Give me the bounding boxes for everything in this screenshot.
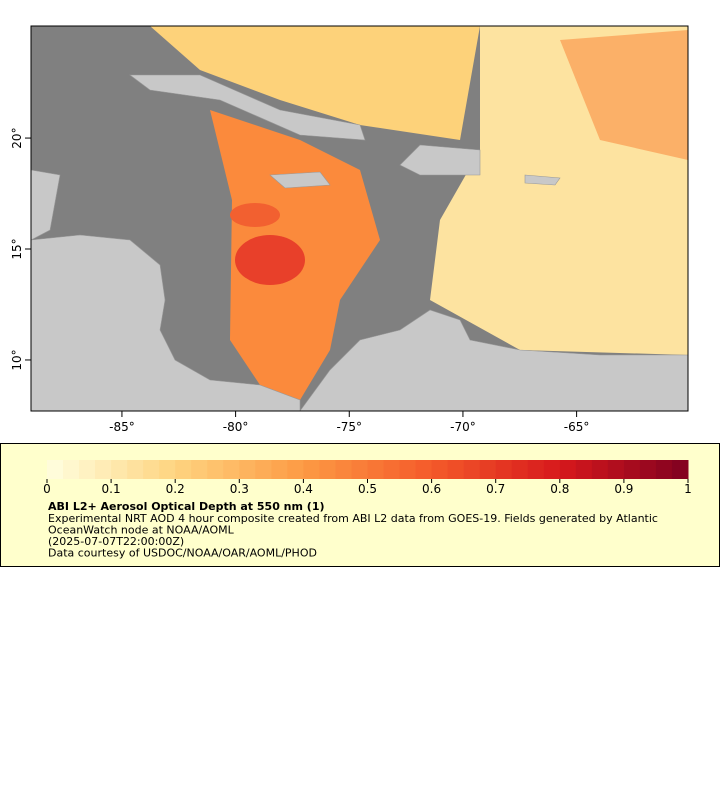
aerosol-area <box>560 30 688 160</box>
colorbar-step <box>303 460 320 479</box>
colorbar-step <box>111 460 128 479</box>
colorbar-step <box>399 460 417 479</box>
colorbar-step <box>623 460 641 479</box>
colorbar-step <box>607 460 625 479</box>
colorbar-step <box>143 460 160 479</box>
colorbar-step <box>239 460 256 479</box>
x-tick-label: -85° <box>109 420 135 434</box>
colorbar-tick-label: 0.5 <box>358 482 377 496</box>
colorbar-step <box>287 460 304 479</box>
colorbar-tick-label: 0.4 <box>294 482 313 496</box>
y-tick-label: 20° <box>10 127 24 148</box>
colorbar-tick-label: 0 <box>43 482 51 496</box>
colorbar-tick-label: 1 <box>684 482 692 496</box>
colorbar-step <box>95 460 112 479</box>
hispaniola <box>399 144 481 176</box>
aerosol-area <box>150 26 480 140</box>
x-tick-label: -70° <box>450 420 476 434</box>
aerosol-area <box>230 203 280 227</box>
colorbar-step <box>175 460 192 479</box>
colorbar-step <box>191 460 208 479</box>
colorbar-step <box>223 460 240 479</box>
colorbar-step <box>383 460 401 479</box>
colorbar-step <box>159 460 176 479</box>
legend-line: Experimental NRT AOD 4 hour composite cr… <box>48 512 658 525</box>
colorbar-step <box>559 460 577 479</box>
colorbar-step <box>47 460 64 479</box>
colorbar-step <box>527 460 545 479</box>
colorbar-step <box>575 460 593 479</box>
colorbar-step <box>463 460 481 479</box>
colorbar-step <box>655 460 673 479</box>
colorbar-step <box>447 460 465 479</box>
colorbar-tick-label: 0.8 <box>550 482 569 496</box>
colorbar-step <box>431 460 449 479</box>
colorbar-step <box>319 460 336 479</box>
legend-title: ABI L2+ Aerosol Optical Depth at 550 nm … <box>48 500 325 513</box>
colorbar-step <box>367 460 385 479</box>
colorbar-tick-label: 0.6 <box>422 482 441 496</box>
colorbar-step <box>671 460 689 479</box>
colorbar-step <box>127 460 144 479</box>
colorbar-step <box>351 460 368 479</box>
map <box>30 25 689 412</box>
puerto-rico <box>524 174 561 186</box>
colorbar-step <box>63 460 80 479</box>
colorbar-step <box>207 460 224 479</box>
colorbar-step <box>639 460 657 479</box>
colorbar-step <box>271 460 288 479</box>
y-tick-label: 10° <box>10 349 24 370</box>
x-tick-label: -80° <box>223 420 249 434</box>
land <box>30 74 689 412</box>
map-frame <box>30 25 689 412</box>
colorbar-step <box>415 460 433 479</box>
y-tick-label: 15° <box>10 238 24 259</box>
colorbar-step <box>543 460 561 479</box>
colorbar-step <box>335 460 352 479</box>
colorbar-tick-label: 0.3 <box>230 482 249 496</box>
jamaica <box>269 171 331 189</box>
colorbar-step <box>591 460 609 479</box>
colorbar-step <box>79 460 96 479</box>
colorbar-step <box>511 460 529 479</box>
colorbar-step <box>495 460 513 479</box>
colorbar-step <box>479 460 497 479</box>
legend-line: Data courtesy of USDOC/NOAA/OAR/AOML/PHO… <box>48 547 317 560</box>
x-tick-label: -75° <box>336 420 362 434</box>
legend-line: OceanWatch node at NOAA/AOML <box>48 524 235 537</box>
legend-line: (2025-07-07T22:00:00Z) <box>48 535 184 548</box>
colorbar-tick-label: 0.2 <box>166 482 185 496</box>
colorbar-tick-label: 0.7 <box>486 482 505 496</box>
colorbar-step <box>255 460 272 479</box>
colorbar-tick-label: 0.1 <box>102 482 121 496</box>
cuba <box>129 74 366 141</box>
colorbar-tick-label: 0.9 <box>614 482 633 496</box>
x-tick-label: -65° <box>564 420 590 434</box>
aerosol-area <box>235 235 305 285</box>
ocean <box>31 26 150 80</box>
